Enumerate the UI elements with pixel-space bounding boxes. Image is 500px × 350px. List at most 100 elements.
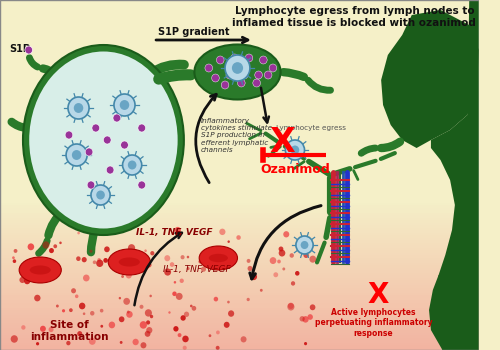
Circle shape [132,339,138,345]
Circle shape [180,279,184,283]
Circle shape [96,260,104,267]
Circle shape [65,131,73,139]
Bar [0,235,479,238]
Circle shape [56,304,59,308]
Circle shape [76,256,80,261]
Bar [0,205,479,208]
Circle shape [201,267,206,272]
Circle shape [300,316,304,322]
Circle shape [208,334,212,337]
Circle shape [220,229,226,235]
Bar [0,243,479,245]
Circle shape [69,308,72,312]
Circle shape [184,312,189,317]
Bar [0,278,479,280]
Bar [0,232,479,235]
Circle shape [150,251,154,256]
Bar [0,337,479,340]
Text: Lymphocyte egress from lymph nodes to
inflamed tissue is blocked with ozanimod: Lymphocyte egress from lymph nodes to in… [232,6,476,28]
Bar [0,293,479,295]
Circle shape [104,136,111,144]
Text: S1P: S1P [10,44,30,54]
Circle shape [54,244,57,248]
Circle shape [138,181,145,189]
Bar [0,238,479,240]
Bar [0,282,479,285]
Circle shape [79,303,86,309]
Bar [0,325,479,328]
Circle shape [248,266,252,271]
Circle shape [83,274,89,281]
Ellipse shape [108,249,150,275]
Circle shape [66,144,87,166]
Circle shape [124,298,130,305]
Circle shape [122,266,125,270]
Circle shape [236,235,241,240]
Circle shape [182,346,186,350]
Bar [0,228,479,230]
Circle shape [260,289,262,292]
Circle shape [186,256,189,258]
Circle shape [174,281,176,284]
FancyArrowPatch shape [48,212,63,235]
Circle shape [253,79,260,87]
Circle shape [310,304,316,310]
FancyArrowPatch shape [294,162,304,168]
Circle shape [182,336,188,342]
Ellipse shape [194,44,280,99]
Circle shape [212,254,216,257]
Circle shape [216,256,220,259]
FancyArrowPatch shape [30,58,38,67]
Circle shape [138,270,141,273]
Text: S1P gradient: S1P gradient [158,27,230,37]
Circle shape [174,227,181,233]
FancyArrowPatch shape [12,122,26,128]
Circle shape [146,327,152,334]
Bar [0,267,479,270]
Circle shape [198,260,202,264]
Circle shape [48,276,51,280]
FancyArrowPatch shape [268,147,280,156]
Circle shape [290,146,300,154]
Bar [0,223,479,225]
Circle shape [140,321,147,329]
Polygon shape [381,10,479,148]
Bar [0,270,479,273]
Circle shape [12,259,16,263]
Circle shape [224,322,230,328]
Circle shape [40,326,46,332]
Bar [0,290,479,293]
FancyArrowPatch shape [246,123,261,131]
Bar [0,212,479,215]
Circle shape [72,150,82,160]
Circle shape [126,272,132,279]
Bar [0,225,479,228]
Bar [0,345,479,348]
Circle shape [28,243,34,250]
Circle shape [190,304,192,307]
Bar [0,247,479,250]
FancyArrowPatch shape [355,161,376,167]
Bar [0,317,479,320]
Circle shape [91,185,110,205]
Circle shape [245,54,253,62]
Circle shape [25,46,32,54]
Bar [0,340,479,343]
Circle shape [138,124,145,132]
Circle shape [10,335,18,343]
Circle shape [216,249,222,256]
Bar [0,262,479,265]
Bar [0,245,479,247]
Circle shape [108,322,115,328]
Circle shape [192,306,196,311]
FancyArrowPatch shape [317,243,324,262]
Bar [0,210,479,212]
Circle shape [228,310,234,317]
Bar [0,217,479,220]
Circle shape [127,310,130,314]
Circle shape [186,267,190,270]
Circle shape [100,325,103,328]
Circle shape [300,241,308,249]
Circle shape [180,255,184,259]
Circle shape [180,315,186,321]
